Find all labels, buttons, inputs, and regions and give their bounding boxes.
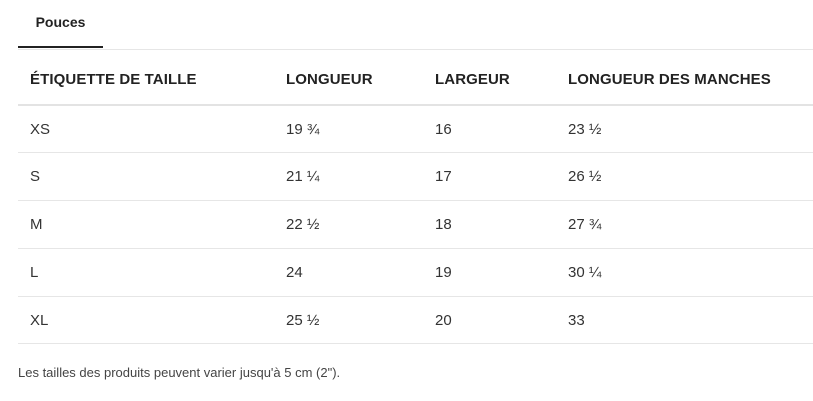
cell-sleeve-length: 26 ½ [556, 152, 813, 202]
tab-pouces[interactable]: Pouces [18, 0, 103, 48]
cell-length: 22 ½ [274, 200, 423, 249]
cell-size: XS [18, 105, 274, 154]
cell-width: 17 [423, 152, 556, 202]
table-row: M 22 ½ 18 27 ¾ [18, 200, 813, 249]
cell-size: M [18, 200, 274, 249]
cell-sleeve-length: 23 ½ [556, 105, 813, 154]
cell-width: 20 [423, 296, 556, 345]
table-row: XL 25 ½ 20 33 [18, 296, 813, 345]
cell-length: 21 ¼ [274, 152, 423, 202]
table-header-row: ÉTIQUETTE DE TAILLE LONGUEUR LARGEUR LON… [18, 55, 813, 106]
cell-size: S [18, 152, 274, 202]
cell-width: 18 [423, 200, 556, 249]
size-variation-note: Les tailles des produits peuvent varier … [18, 365, 341, 380]
unit-tabs: Pouces [18, 0, 813, 50]
header-length: LONGUEUR [274, 55, 423, 106]
header-sleeve-length: LONGUEUR DES MANCHES [556, 55, 813, 106]
cell-length: 24 [274, 248, 423, 297]
cell-length: 25 ½ [274, 296, 423, 345]
cell-sleeve-length: 33 [556, 296, 813, 345]
size-chart-table: ÉTIQUETTE DE TAILLE LONGUEUR LARGEUR LON… [18, 55, 813, 345]
cell-size: L [18, 248, 274, 297]
header-size-label: ÉTIQUETTE DE TAILLE [18, 55, 274, 106]
cell-sleeve-length: 27 ¾ [556, 200, 813, 249]
cell-size: XL [18, 296, 274, 345]
table-row: L 24 19 30 ¼ [18, 248, 813, 297]
table-row: S 21 ¼ 17 26 ½ [18, 152, 813, 202]
cell-width: 16 [423, 105, 556, 154]
header-width: LARGEUR [423, 55, 556, 106]
cell-sleeve-length: 30 ¼ [556, 248, 813, 297]
table-row: XS 19 ¾ 16 23 ½ [18, 105, 813, 154]
cell-width: 19 [423, 248, 556, 297]
cell-length: 19 ¾ [274, 105, 423, 154]
